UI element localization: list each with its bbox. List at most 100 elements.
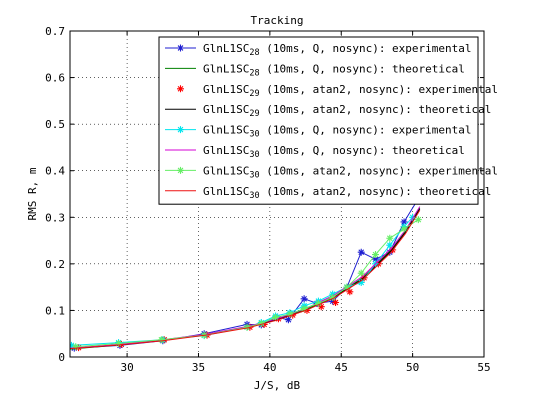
legend-label-rest: (10ms, atan2, nosync): experimental <box>260 164 498 177</box>
series-line <box>70 210 421 350</box>
data-point <box>70 341 75 349</box>
legend-entry: GlnL1SC28 (10ms, Q, nosync): theoretical <box>165 62 465 78</box>
legend-label-main: GlnL1SC <box>203 124 249 137</box>
legend-label: GlnL1SC30 (10ms, Q, nosync): theoretical <box>203 144 465 160</box>
data-point <box>372 251 380 259</box>
data-point <box>346 288 354 296</box>
legend-label-rest: (10ms, atan2, nosync): experimental <box>260 83 498 96</box>
data-point <box>300 295 308 303</box>
data-point <box>400 225 408 233</box>
legend-label-main: GlnL1SC <box>203 103 249 116</box>
ticks: 30 35 40 45 50 55 0 0.1 0.2 0.3 0.4 0.5 0.6 0.7 <box>45 25 491 374</box>
y-tick-label: 0.1 <box>45 304 65 317</box>
data-point <box>332 299 340 307</box>
data-point <box>272 313 280 321</box>
y-tick-label: 0.5 <box>45 118 65 131</box>
data-point <box>284 316 292 324</box>
legend-entry: GlnL1SC29 (10ms, atan2, nosync): theoret… <box>165 103 491 119</box>
data-point <box>329 293 337 301</box>
legend-label-subscript: 30 <box>249 130 259 140</box>
data-point <box>303 306 311 314</box>
series-layer <box>70 195 422 352</box>
data-point <box>317 303 325 311</box>
y-tick-label: 0.2 <box>45 258 65 271</box>
legend-label: GlnL1SC29 (10ms, atan2, nosync): experim… <box>203 83 498 99</box>
legend-label-main: GlnL1SC <box>203 83 249 96</box>
legend-label-rest: (10ms, Q, nosync): experimental <box>260 42 472 55</box>
data-point <box>243 323 251 331</box>
legend-entry: GlnL1SC30 (10ms, Q, nosync): experimenta… <box>165 124 472 140</box>
y-tick-label: 0 <box>58 351 65 364</box>
legend-swatch-marker <box>177 126 184 134</box>
data-point <box>343 283 351 291</box>
legend-label: GlnL1SC28 (10ms, Q, nosync): theoretical <box>203 62 465 78</box>
legend-label-subscript: 28 <box>249 68 259 78</box>
data-point <box>357 278 365 286</box>
data-point <box>257 319 265 327</box>
plot-frame <box>69 30 485 358</box>
legend-entry: GlnL1SC30 (10ms, atan2, nosync): theoret… <box>165 185 491 201</box>
legend-swatch-marker <box>177 166 184 174</box>
data-point <box>386 234 394 242</box>
data-point <box>357 248 365 256</box>
x-tick-label: 45 <box>335 361 348 374</box>
legend-label-rest: (10ms, atan2, nosync): theoretical <box>260 185 492 198</box>
x-tick-label: 55 <box>477 361 490 374</box>
legend-label-subscript: 30 <box>249 170 259 180</box>
legend-swatch-marker <box>177 44 184 52</box>
data-point <box>414 216 422 224</box>
legend-label-main: GlnL1SC <box>203 185 249 198</box>
legend-label-rest: (10ms, Q, nosync): experimental <box>260 124 472 137</box>
legend-label-main: GlnL1SC <box>203 42 249 55</box>
legend-label: GlnL1SC30 (10ms, atan2, nosync): experim… <box>203 164 498 180</box>
chart-title: Tracking <box>251 14 304 27</box>
x-tick-label: 30 <box>120 361 133 374</box>
legend-label-rest: (10ms, Q, nosync): theoretical <box>260 62 465 75</box>
x-tick-label: 35 <box>192 361 205 374</box>
legend-label-subscript: 29 <box>249 109 259 119</box>
y-tick-label: 0.4 <box>45 165 65 178</box>
data-point <box>400 218 408 226</box>
x-axis-label: J/S, dB <box>254 379 301 392</box>
y-tick-label: 0.7 <box>45 25 65 38</box>
legend-entry: GlnL1SC30 (10ms, atan2, nosync): experim… <box>165 164 498 180</box>
legend-label-subscript: 30 <box>249 191 259 201</box>
data-point <box>372 255 380 263</box>
legend-entry: GlnL1SC30 (10ms, Q, nosync): theoretical <box>165 144 465 160</box>
legend-label: GlnL1SC28 (10ms, Q, nosync): experimenta… <box>203 42 472 58</box>
legend-entry: GlnL1SC28 (10ms, Q, nosync): experimenta… <box>165 42 472 58</box>
legend-label-main: GlnL1SC <box>203 62 249 75</box>
legend: GlnL1SC28 (10ms, Q, nosync): experimenta… <box>158 36 498 205</box>
data-point <box>115 339 123 347</box>
legend-label-subscript: 28 <box>249 48 259 58</box>
data-point <box>286 310 294 318</box>
data-point <box>329 297 337 305</box>
legend-label-main: GlnL1SC <box>203 164 249 177</box>
data-point <box>260 320 268 328</box>
x-tick-label: 40 <box>263 361 276 374</box>
data-point <box>357 269 365 277</box>
legend-swatch-marker <box>177 85 184 93</box>
series-8 <box>70 210 421 350</box>
y-axis-label: RMS R, m <box>26 167 39 220</box>
y-tick-label: 0.6 <box>45 72 65 85</box>
legend-label-main: GlnL1SC <box>203 144 249 157</box>
legend-label-subscript: 29 <box>249 89 259 99</box>
legend-box <box>158 36 479 205</box>
legend-label: GlnL1SC29 (10ms, atan2, nosync): theoret… <box>203 103 491 119</box>
data-point <box>409 213 417 221</box>
data-point <box>72 343 80 351</box>
legend-label: GlnL1SC30 (10ms, atan2, nosync): theoret… <box>203 185 491 201</box>
y-tick-label: 0.3 <box>45 211 65 224</box>
data-point <box>386 241 394 249</box>
data-point <box>314 299 322 307</box>
legend-label-rest: (10ms, atan2, nosync): theoretical <box>260 103 492 116</box>
legend-label-rest: (10ms, Q, nosync): theoretical <box>260 144 465 157</box>
legend-label-subscript: 30 <box>249 150 259 160</box>
legend-label: GlnL1SC30 (10ms, Q, nosync): experimenta… <box>203 124 472 140</box>
x-tick-label: 50 <box>406 361 419 374</box>
legend-entry: GlnL1SC29 (10ms, atan2, nosync): experim… <box>177 83 498 99</box>
data-point <box>300 305 308 313</box>
data-point <box>157 336 165 344</box>
